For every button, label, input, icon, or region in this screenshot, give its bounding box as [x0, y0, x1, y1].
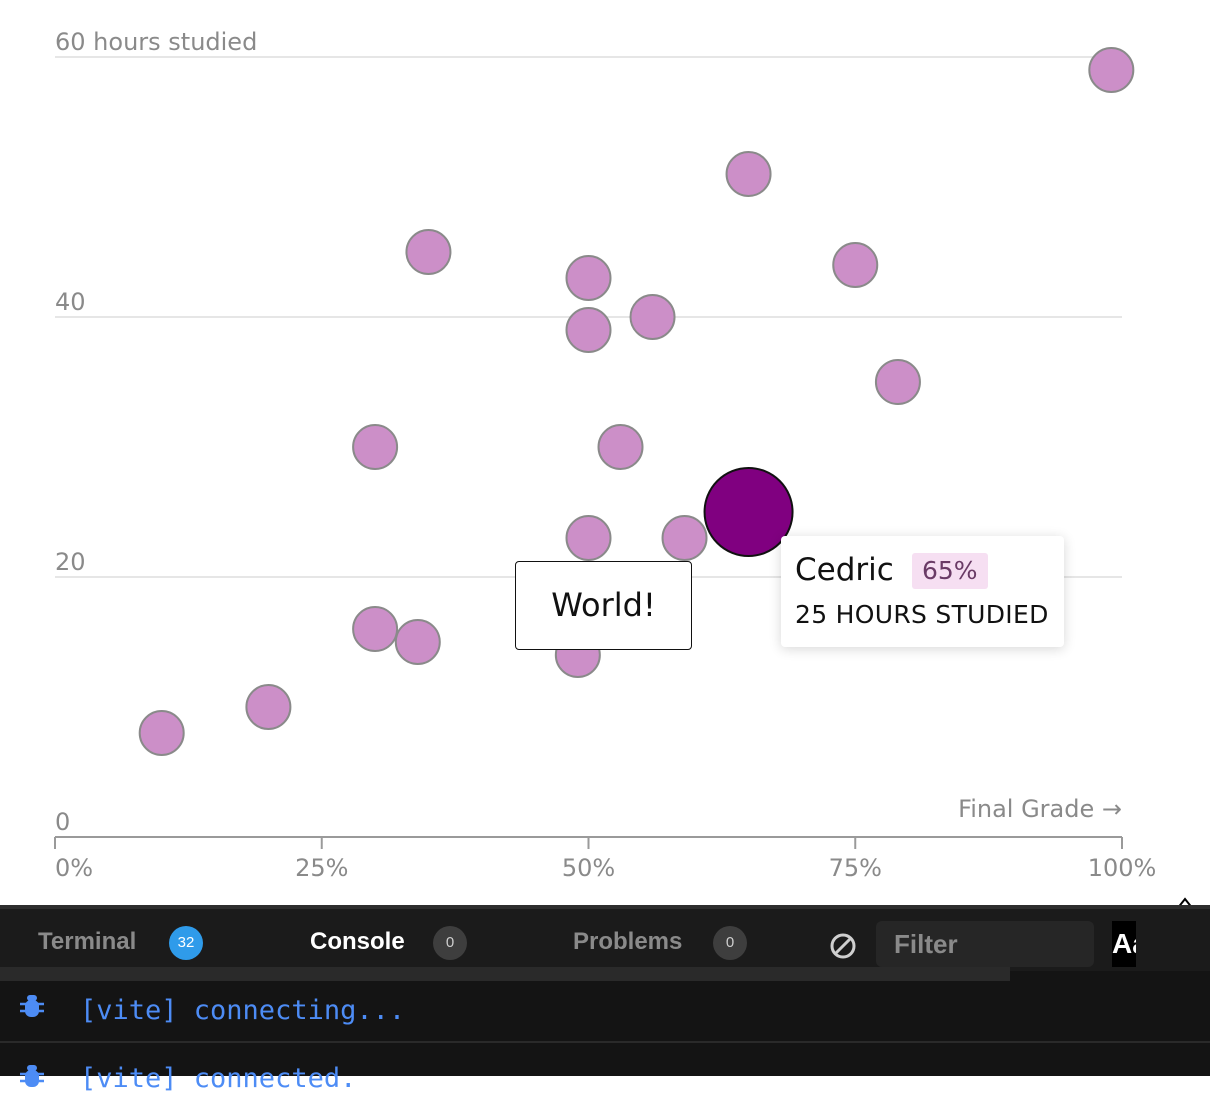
problems-count-badge: 0 — [713, 926, 747, 960]
log-row: [vite] connecting... — [0, 983, 1210, 1043]
x-tick-label: 100% — [1088, 854, 1157, 882]
clear-console-icon[interactable] — [828, 931, 858, 961]
data-point — [597, 424, 644, 470]
x-tick-label: 75% — [829, 854, 882, 882]
data-point — [565, 307, 612, 353]
tooltip-name: Cedric — [795, 552, 894, 588]
log-row: [vite] connected. — [0, 1045, 1210, 1105]
data-point — [874, 359, 921, 405]
tab-console-label: Console — [310, 928, 405, 955]
data-point — [405, 229, 452, 275]
data-point — [629, 294, 676, 340]
world-annotation: World! — [515, 561, 692, 650]
log-text: [vite] connecting... — [80, 995, 406, 1026]
data-point — [245, 684, 292, 730]
filter-input[interactable] — [876, 921, 1094, 967]
console-count-badge: 0 — [433, 926, 467, 960]
x-tick-label: 25% — [295, 854, 348, 882]
y-tick-label: 20 — [55, 548, 86, 576]
data-point — [661, 515, 708, 561]
scrollbar-track[interactable] — [0, 967, 1010, 981]
data-point — [725, 151, 772, 197]
data-point — [565, 255, 612, 301]
devtools-tabbar: Terminal 32 Console 0 Problems 0 Aa — [0, 905, 1210, 971]
data-point — [565, 515, 612, 561]
data-point — [352, 424, 399, 470]
x-axis-label: Final Grade → — [958, 795, 1122, 823]
chart-area: 0 20 40 60 hours studied 0% 25% 50% 75% 100% Fina… — [54, 28, 1209, 943]
tooltip-grade-badge: 65% — [912, 553, 988, 589]
x-tick-label: 0% — [55, 854, 93, 882]
bug-icon — [20, 1065, 44, 1087]
tab-terminal-label: Terminal — [38, 928, 137, 955]
point-tooltip: Cedric 65% 25 HOURS STUDIED — [781, 536, 1064, 647]
data-point — [138, 710, 185, 756]
y-tick-label: 0 — [55, 808, 70, 836]
data-point — [1088, 47, 1135, 93]
data-point — [352, 606, 399, 652]
tab-problems-label: Problems — [573, 928, 683, 955]
data-point — [394, 619, 441, 665]
case-sensitive-button[interactable]: Aa — [1112, 921, 1136, 967]
scatter-chart: 0 20 40 60 hours studied 0% 25% 50% 75% 100% Fina… — [54, 28, 1157, 882]
y-axis-top-label: 60 hours studied — [55, 28, 257, 56]
data-point — [832, 242, 879, 288]
bug-icon — [20, 995, 44, 1017]
terminal-count-badge: 32 — [169, 926, 203, 960]
tooltip-hours: 25 HOURS STUDIED — [795, 600, 1049, 629]
devtools-panel: Terminal 32 Console 0 Problems 0 Aa [vit… — [0, 905, 1210, 1094]
highlighted-point — [703, 467, 794, 557]
x-tick-label: 50% — [562, 854, 615, 882]
y-tick-label: 40 — [55, 288, 86, 316]
log-text: [vite] connected. — [80, 1063, 357, 1094]
